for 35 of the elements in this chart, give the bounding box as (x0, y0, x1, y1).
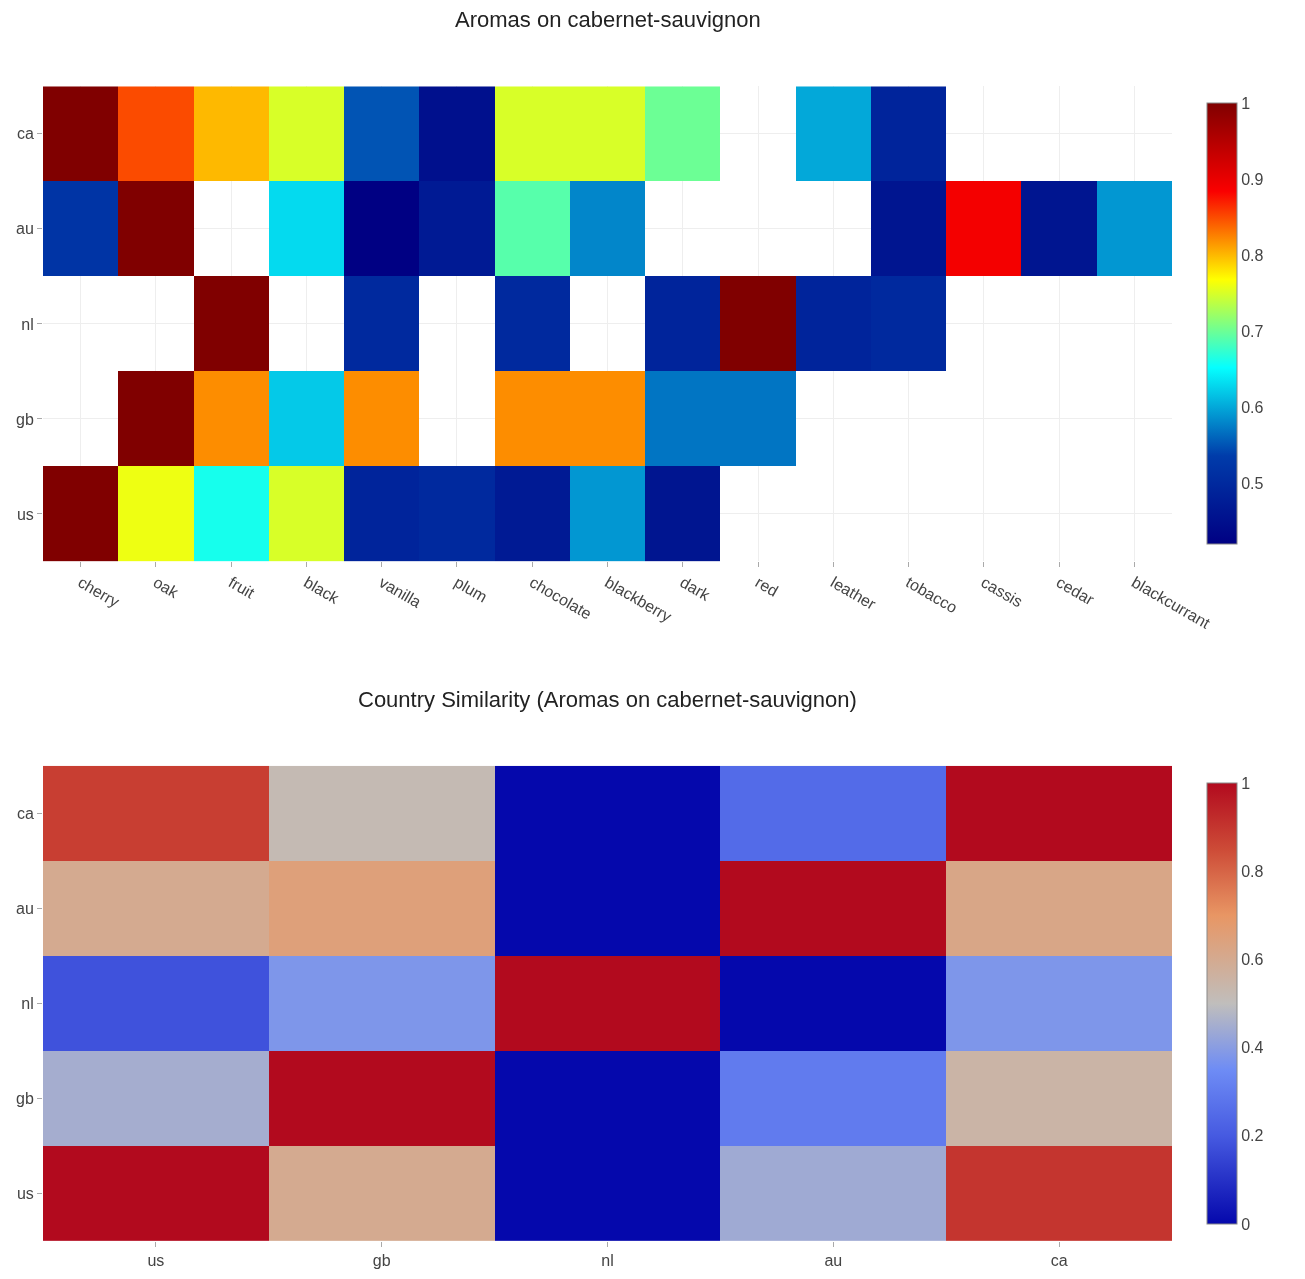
color-bar-label: 0.5 (1241, 475, 1264, 493)
x-tick-label: nl (601, 1252, 614, 1270)
y-tick-label: us (16, 505, 34, 523)
color-bar-label: 0.2 (1241, 1127, 1264, 1145)
x-tick-label: plum (451, 573, 491, 606)
y-tick-label: gb (16, 410, 34, 428)
color-bar-label: 0.7 (1241, 323, 1264, 341)
color-bar-label: 0.8 (1241, 247, 1264, 265)
y-tick-label: ca (16, 804, 34, 822)
y-tick-label: au (16, 220, 34, 238)
x-tick-label: dark (677, 573, 714, 605)
y-tick-label: gb (16, 1090, 34, 1108)
y-tick-label: au (16, 899, 34, 917)
x-tick-label: au (824, 1252, 843, 1270)
y-tick-label: ca (16, 125, 34, 143)
color-bar-label: 0.6 (1241, 399, 1264, 417)
color-bar-label: 0 (1241, 1215, 1251, 1233)
x-tick-label: cedar (1053, 573, 1098, 609)
color-bar-label: 1 (1241, 774, 1251, 792)
color-bar-label: 1 (1241, 95, 1251, 112)
x-tick-label: fruit (225, 573, 258, 602)
chart-title: Country Similarity (Aromas on cabernet-sauvignon) (358, 687, 857, 712)
y-tick-label: us (16, 1185, 34, 1203)
color-bar-label: 0.6 (1241, 950, 1264, 968)
y-tick-label: nl (21, 315, 34, 333)
x-tick-label: ca (1050, 1252, 1068, 1270)
x-tick-label: red (752, 573, 782, 600)
color-bar-label: 0.4 (1241, 1039, 1264, 1057)
color-bar-label: 0.8 (1241, 862, 1264, 880)
chart-title: Aromas on cabernet-sauvignon (455, 7, 761, 32)
x-tick-label: us (147, 1252, 165, 1270)
x-tick-label: gb (372, 1252, 391, 1270)
x-tick-label: oak (150, 573, 183, 602)
y-tick-label: nl (21, 995, 34, 1013)
color-bar-label: 0.9 (1241, 171, 1264, 189)
